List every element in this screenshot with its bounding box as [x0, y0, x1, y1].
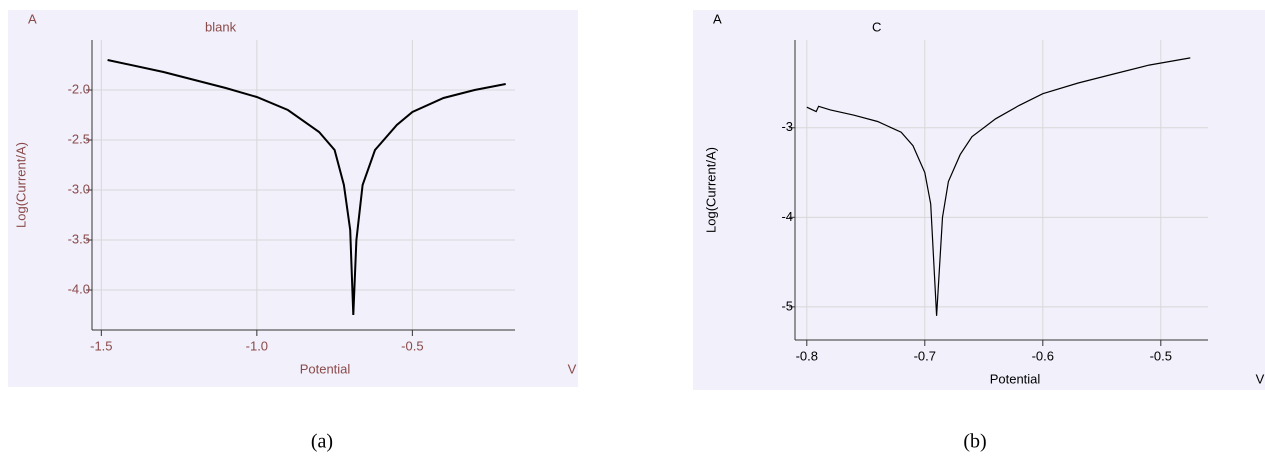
- y-axis-label: Log(Current/A): [703, 147, 718, 233]
- data-line: [107, 59, 506, 316]
- chart-title: C: [872, 19, 881, 34]
- corner-label: A: [713, 11, 722, 26]
- panel-background: [693, 10, 1265, 390]
- x-unit-label: V: [568, 361, 577, 376]
- x-axis-label: Potential: [300, 361, 351, 376]
- y-axis-label: Log(Current/A): [13, 142, 28, 228]
- x-unit-label: V: [1256, 371, 1265, 386]
- panel-background: [8, 10, 578, 387]
- y-tick-label: -4: [781, 209, 793, 224]
- x-tick-label: -1.5: [90, 338, 112, 353]
- caption: (b): [963, 431, 986, 453]
- x-tick-label: -0.5: [1150, 348, 1172, 363]
- y-tick-label: -5: [781, 298, 793, 313]
- caption: (a): [311, 431, 333, 453]
- y-tick-label: -4.0: [68, 281, 90, 296]
- x-tick-label: -0.5: [401, 338, 423, 353]
- data-line: [806, 57, 1191, 316]
- chart-title: blank: [205, 19, 237, 34]
- y-tick-label: -2.5: [68, 131, 90, 146]
- y-tick-label: -2.0: [68, 81, 90, 96]
- x-tick-label: -0.8: [796, 348, 818, 363]
- x-tick-label: -1.0: [246, 338, 268, 353]
- x-tick-label: -0.6: [1032, 348, 1054, 363]
- x-tick-label: -0.7: [914, 348, 936, 363]
- y-tick-label: -3: [781, 119, 793, 134]
- y-tick-label: -3.0: [68, 181, 90, 196]
- y-tick-label: -3.5: [68, 231, 90, 246]
- corner-label: A: [28, 11, 37, 26]
- x-axis-label: Potential: [990, 371, 1041, 386]
